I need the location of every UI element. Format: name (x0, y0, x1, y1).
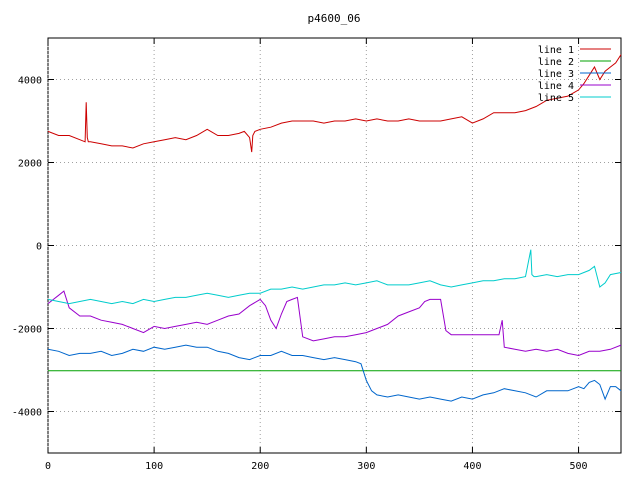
x-tick-label: 0 (45, 461, 51, 472)
y-tick-label: -4000 (12, 408, 42, 419)
series-line-4 (47, 290, 622, 357)
legend-label: line 4 (538, 81, 574, 92)
series-line-3 (47, 344, 622, 402)
series-line-5 (47, 249, 622, 305)
y-tick-label: 2000 (18, 159, 42, 170)
chart-title: p4600_06 (308, 12, 361, 25)
series-line-1 (47, 54, 622, 153)
x-tick-label: 300 (357, 461, 375, 472)
legend-label: line 1 (538, 45, 574, 56)
legend-label: line 2 (538, 57, 574, 68)
y-tick-label: 4000 (18, 76, 42, 87)
y-tick-label: 0 (36, 242, 42, 253)
legend-label: line 3 (538, 69, 574, 80)
x-tick-label: 100 (145, 461, 163, 472)
legend-label: line 5 (538, 93, 574, 104)
plot-frame (47, 37, 622, 454)
axis-ticks: -4000 -2000 0 2000 4000 0 100 200 300 400 500 (12, 38, 621, 472)
grid-lines (47, 38, 621, 453)
series-layer (47, 54, 622, 402)
y-tick-label: -2000 (12, 325, 42, 336)
x-tick-label: 500 (570, 461, 588, 472)
x-tick-label: 200 (251, 461, 269, 472)
x-tick-label: 400 (463, 461, 481, 472)
